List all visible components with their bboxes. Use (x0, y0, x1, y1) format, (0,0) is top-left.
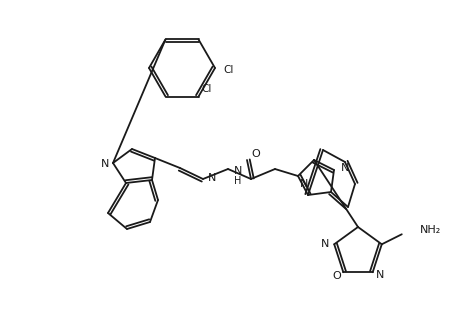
Text: N: N (341, 163, 350, 173)
Text: N: N (376, 270, 384, 280)
Text: NH₂: NH₂ (420, 225, 441, 235)
Text: N: N (101, 159, 109, 169)
Text: N: N (321, 239, 329, 249)
Text: O: O (251, 149, 260, 159)
Text: N: N (300, 179, 308, 189)
Text: Cl: Cl (201, 84, 212, 93)
Text: O: O (333, 271, 341, 281)
Text: H: H (234, 176, 241, 186)
Text: N: N (234, 166, 242, 176)
Text: N: N (208, 173, 216, 183)
Text: Cl: Cl (223, 65, 233, 75)
